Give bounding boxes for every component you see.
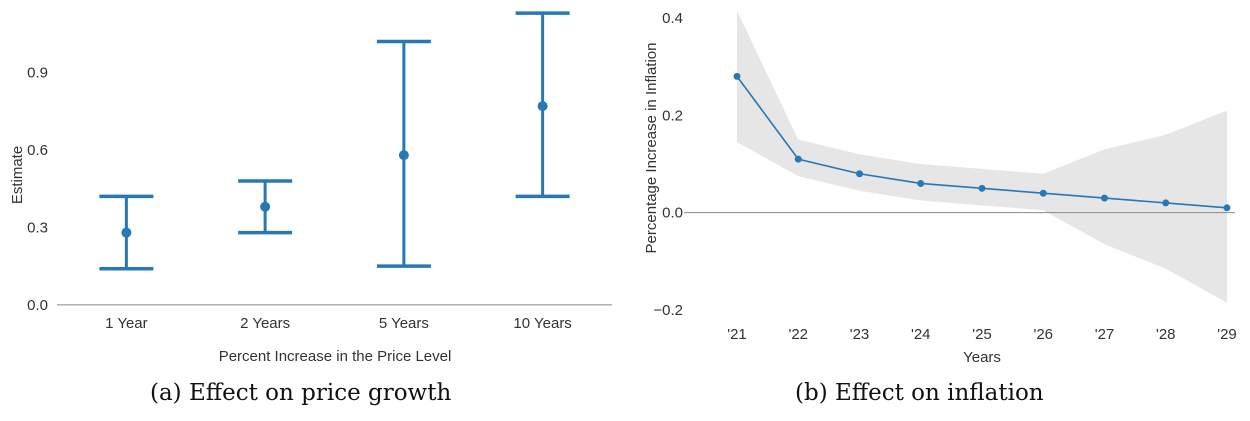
y-tick-label: 0.0: [27, 297, 48, 314]
x-tick-label: '29: [1217, 326, 1237, 343]
x-tick-label: '24: [911, 326, 931, 343]
y-axis-ticks: 0.0 0.3 0.6 0.9: [27, 65, 48, 314]
y-tick-label: 0.3: [27, 219, 48, 236]
error-bar: [376, 39, 431, 268]
series-point: [856, 170, 863, 178]
chart-price-growth: 0.0 0.3 0.6 0.9 1 Year 2 Years 5 Years 10 Year…: [9, 11, 612, 365]
series-line-group: [733, 72, 1231, 212]
series-point: [978, 184, 986, 192]
y-axis-label: Estimate: [9, 146, 26, 204]
y-tick-label: −0.2: [653, 302, 683, 319]
estimate-point: [537, 101, 548, 112]
series-point: [733, 72, 741, 80]
x-tick-label: '21: [727, 326, 747, 343]
x-tick-label: 5 Years: [379, 315, 429, 332]
y-axis-label: Percentage Increase in Inflation: [643, 43, 660, 254]
x-tick-label: '26: [1033, 326, 1053, 343]
x-tick-label: '23: [850, 326, 870, 343]
x-tick-label: '28: [1156, 326, 1176, 343]
series-point: [794, 155, 802, 163]
estimate-point: [260, 201, 271, 212]
x-tick-label: '25: [972, 326, 992, 343]
error-bar: [238, 179, 293, 235]
y-tick-label: 0.2: [662, 107, 683, 124]
series-point: [1039, 189, 1047, 197]
confidence-band-group: [737, 10, 1227, 303]
x-axis-label: Percent Increase in the Price Level: [219, 348, 452, 365]
x-tick-label: 2 Years: [240, 315, 290, 332]
series-point: [1223, 204, 1231, 212]
y-tick-label: 0.0: [662, 205, 683, 222]
error-bar: [99, 194, 154, 271]
x-axis-label: Years: [963, 349, 1001, 366]
error-bars: [99, 11, 570, 271]
error-bar: [515, 11, 570, 199]
caption-inflation: (b) Effect on inflation: [795, 380, 1044, 406]
series-point: [917, 179, 925, 187]
x-tick-label: '27: [1095, 326, 1115, 343]
chart-inflation: −0.20.00.20.4 '21'22'23'24'25'26'27'28'2…: [643, 10, 1237, 366]
estimate-point: [121, 227, 132, 238]
caption-price-growth: (a) Effect on price growth: [150, 380, 452, 406]
x-axis-ticks: '21 '22 '23 '24 '25 '26 '27 '28 '29: [727, 326, 1237, 343]
x-tick-label: 1 Year: [105, 315, 148, 332]
estimate-point: [398, 150, 409, 161]
y-tick-label: 0.6: [27, 142, 48, 159]
series-point: [1162, 199, 1170, 207]
y-axis-ticks: −0.2 0.0 0.2 0.4: [653, 10, 683, 319]
x-axis-ticks: 1 Year 2 Years 5 Years 10 Years: [105, 315, 572, 332]
x-tick-label: 10 Years: [513, 315, 571, 332]
y-tick-label: 0.9: [27, 65, 48, 82]
confidence-band: [737, 10, 1227, 303]
y-tick-label: 0.4: [662, 10, 683, 27]
x-tick-label: '22: [788, 326, 808, 343]
series-point: [1101, 194, 1108, 202]
